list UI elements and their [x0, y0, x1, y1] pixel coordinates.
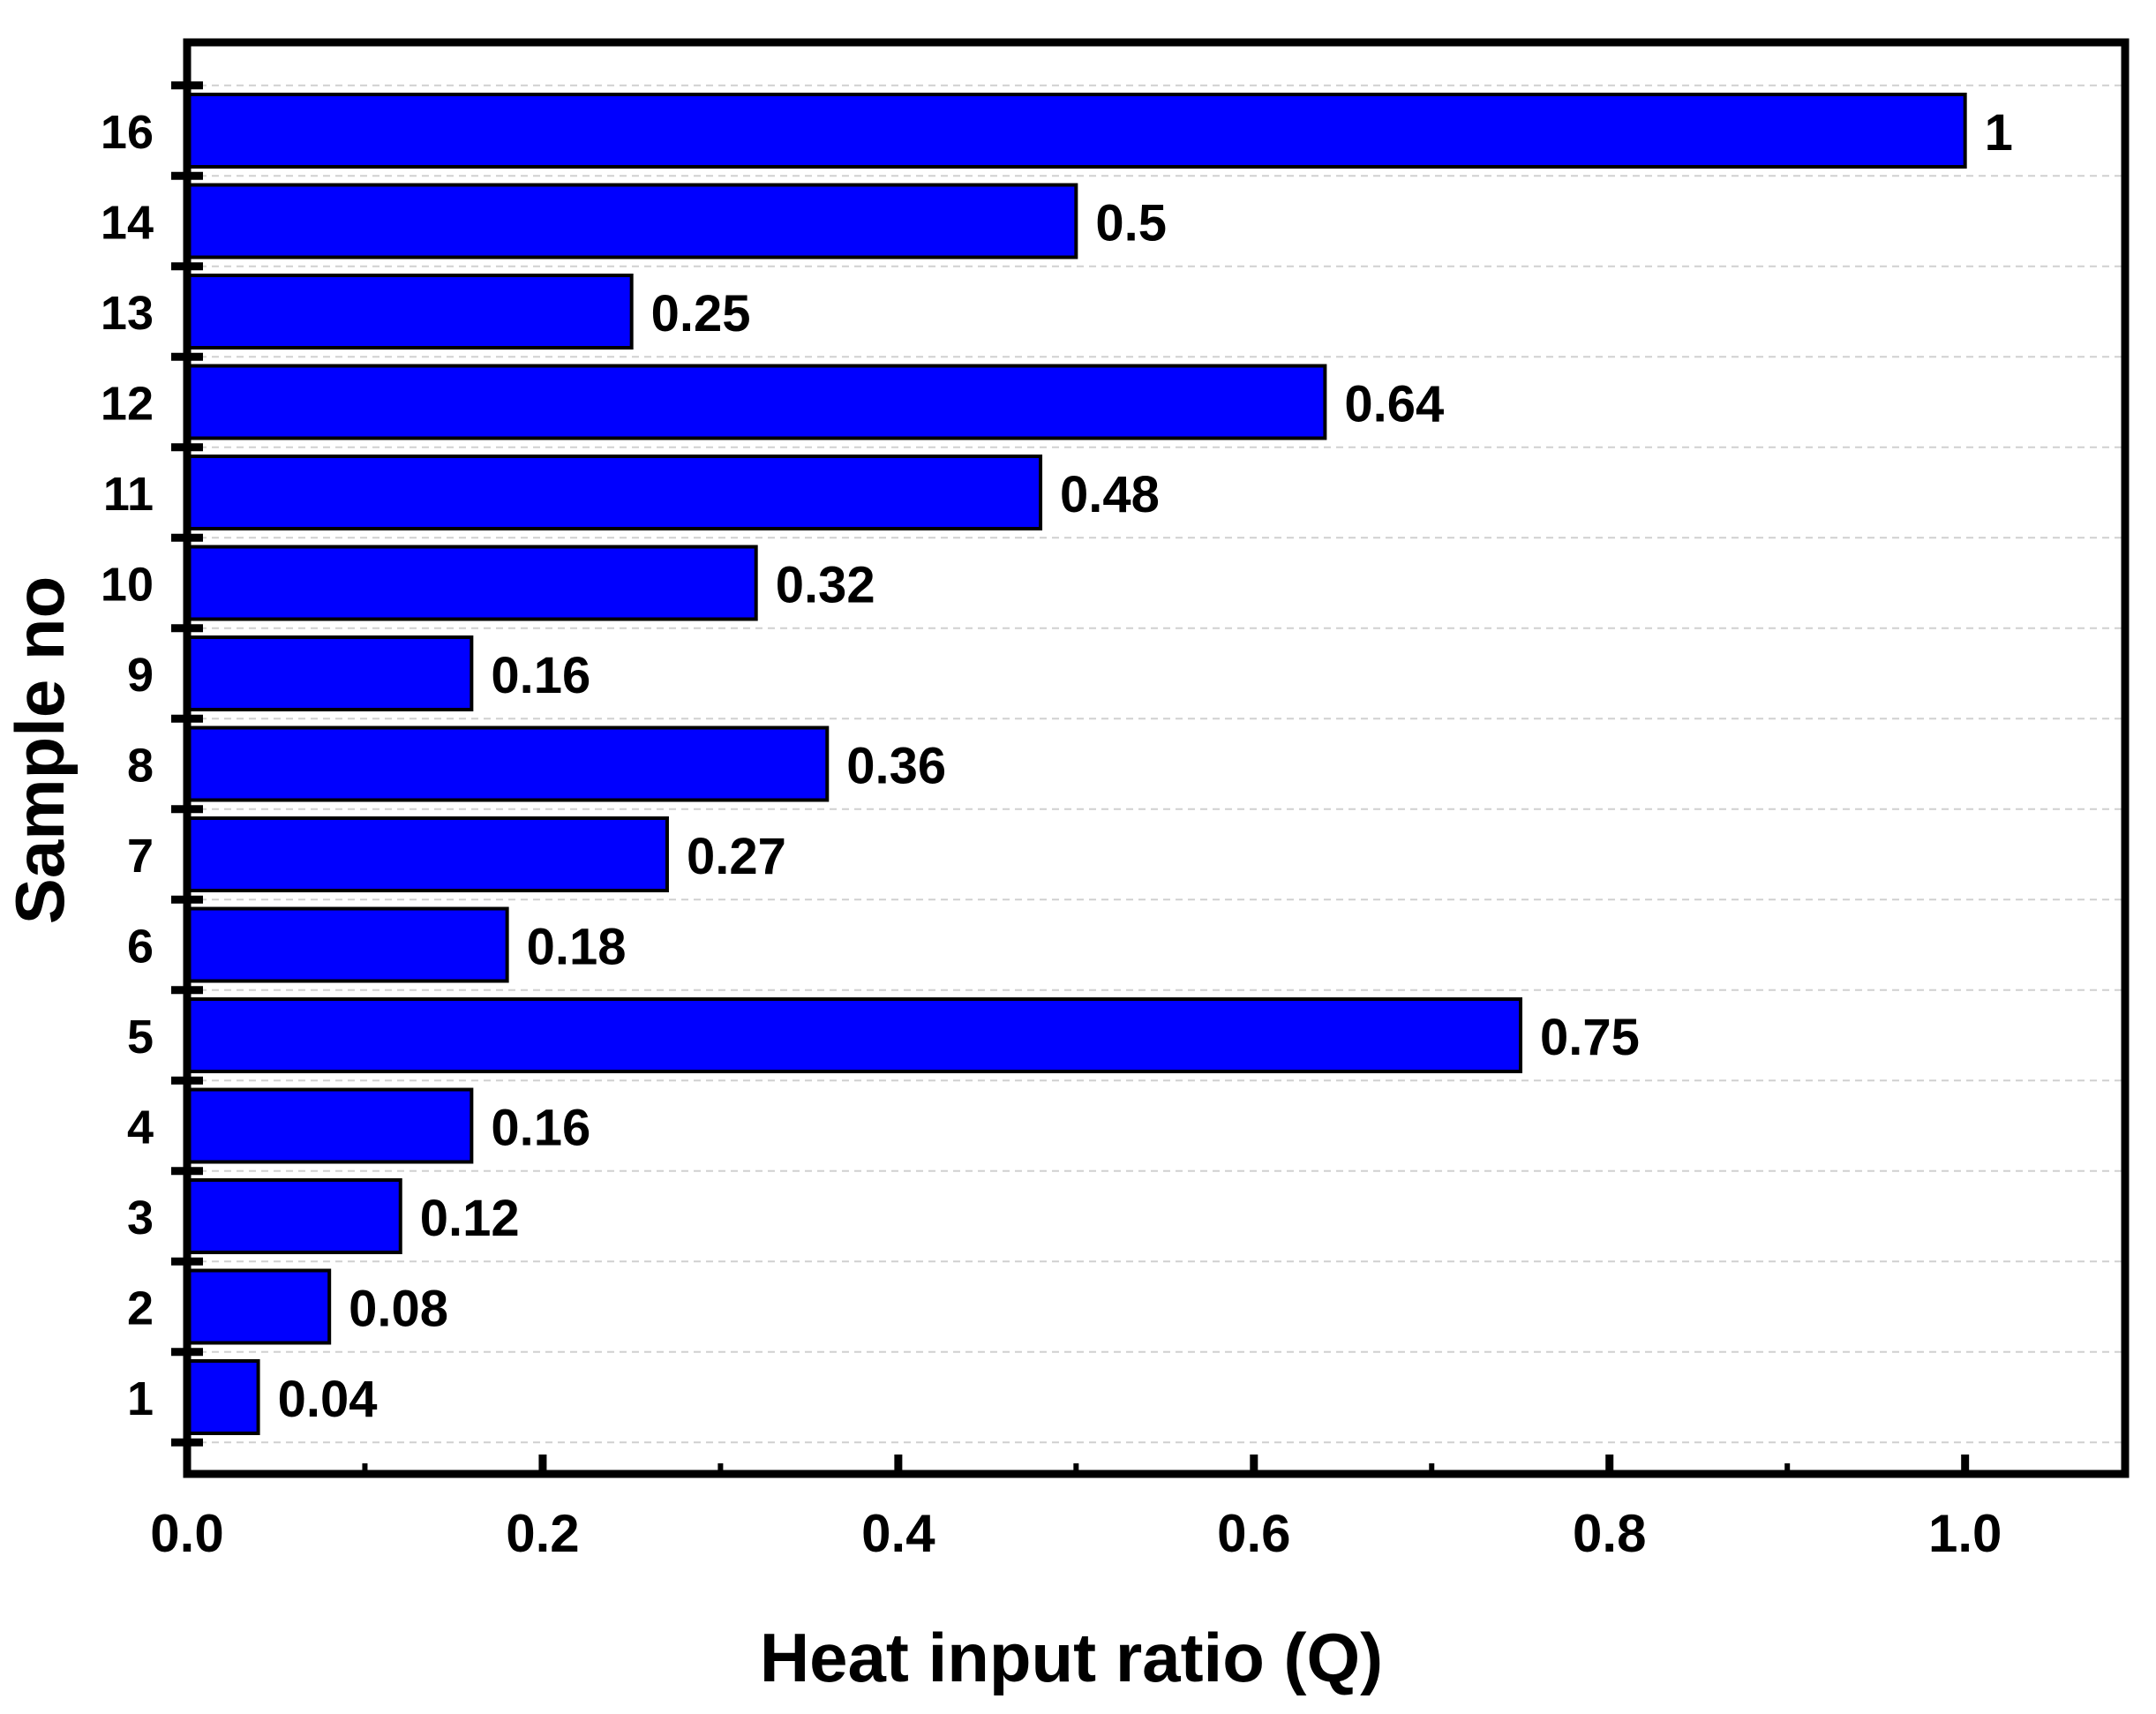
y-tick-label-14: 14: [101, 197, 154, 250]
y-tick-label-6: 6: [127, 921, 154, 974]
data-label-sample-1: 0.04: [278, 1371, 378, 1428]
y-tick-label-7: 7: [127, 830, 154, 883]
data-label-sample-12: 0.64: [1344, 376, 1444, 433]
y-tick-label-5: 5: [127, 1011, 154, 1064]
bar-sample-6: [185, 906, 509, 983]
y-tick-label-1: 1: [127, 1372, 154, 1425]
bar-sample-12: [185, 364, 1327, 440]
bar-sample-3: [185, 1178, 402, 1254]
y-tick-label-2: 2: [127, 1282, 154, 1335]
bar-sample-9: [185, 635, 474, 711]
plot-frame: [183, 38, 2130, 1478]
data-labels: 0.04 0.08 0.12 0.16 0.75 0.18 0.27 0.36 0.16 0.32…: [278, 104, 2013, 1428]
y-tick-label-3: 3: [127, 1192, 154, 1244]
y-tick-label-10: 10: [101, 559, 154, 612]
data-label-sample-6: 0.18: [527, 919, 627, 976]
y-tick-label-9: 9: [127, 649, 154, 702]
x-tick-label-0.0: 0.0: [150, 1504, 223, 1563]
data-label-sample-8: 0.36: [846, 738, 946, 795]
data-label-sample-10: 0.32: [776, 557, 875, 614]
data-label-sample-4: 0.16: [491, 1100, 590, 1157]
data-label-sample-13: 0.25: [651, 285, 751, 342]
x-tick-label-1.0: 1.0: [1928, 1504, 2002, 1563]
x-tick-label-0.2: 0.2: [506, 1504, 579, 1563]
x-tick-label-0.6: 0.6: [1217, 1504, 1290, 1563]
bar-sample-10: [185, 545, 758, 621]
bar-sample-5: [185, 997, 1523, 1073]
data-label-sample-11: 0.48: [1060, 466, 1160, 523]
y-tick-label-12: 12: [101, 378, 154, 431]
bar-sample-11: [185, 455, 1043, 530]
bar-sample-14: [185, 183, 1078, 259]
y-tick-label-8: 8: [127, 740, 154, 793]
x-tick-label-0.4: 0.4: [861, 1504, 935, 1563]
x-axis-ticks: 0.0 0.2 0.4 0.6 0.8 1.0: [150, 1455, 2002, 1563]
data-label-sample-5: 0.75: [1540, 1009, 1640, 1066]
y-tick-label-4: 4: [127, 1101, 154, 1154]
data-label-sample-7: 0.27: [687, 828, 786, 885]
bar-sample-2: [185, 1268, 332, 1345]
x-axis-title: Heat input ratio (Q): [760, 1619, 1383, 1696]
grid-lines: [187, 84, 2125, 1444]
y-tick-label-11: 11: [103, 468, 154, 521]
x-tick-label-0.8: 0.8: [1573, 1504, 1646, 1563]
data-label-sample-9: 0.16: [491, 647, 590, 704]
y-tick-label-16: 16: [101, 106, 154, 159]
bar-sample-1: [185, 1359, 260, 1435]
y-tick-label-13: 13: [101, 287, 154, 340]
data-label-sample-2: 0.08: [349, 1281, 448, 1338]
y-axis-title: Sample no: [1, 576, 79, 924]
bar-sample-8: [185, 725, 830, 802]
bar-sample-13: [185, 274, 634, 350]
bar-sample-16: [185, 93, 1967, 169]
data-label-sample-16: 1: [1985, 104, 2013, 162]
bar-sample-4: [185, 1087, 474, 1164]
data-label-sample-3: 0.12: [420, 1190, 520, 1247]
bar-sample-7: [185, 816, 669, 892]
data-label-sample-14: 0.5: [1095, 195, 1167, 252]
